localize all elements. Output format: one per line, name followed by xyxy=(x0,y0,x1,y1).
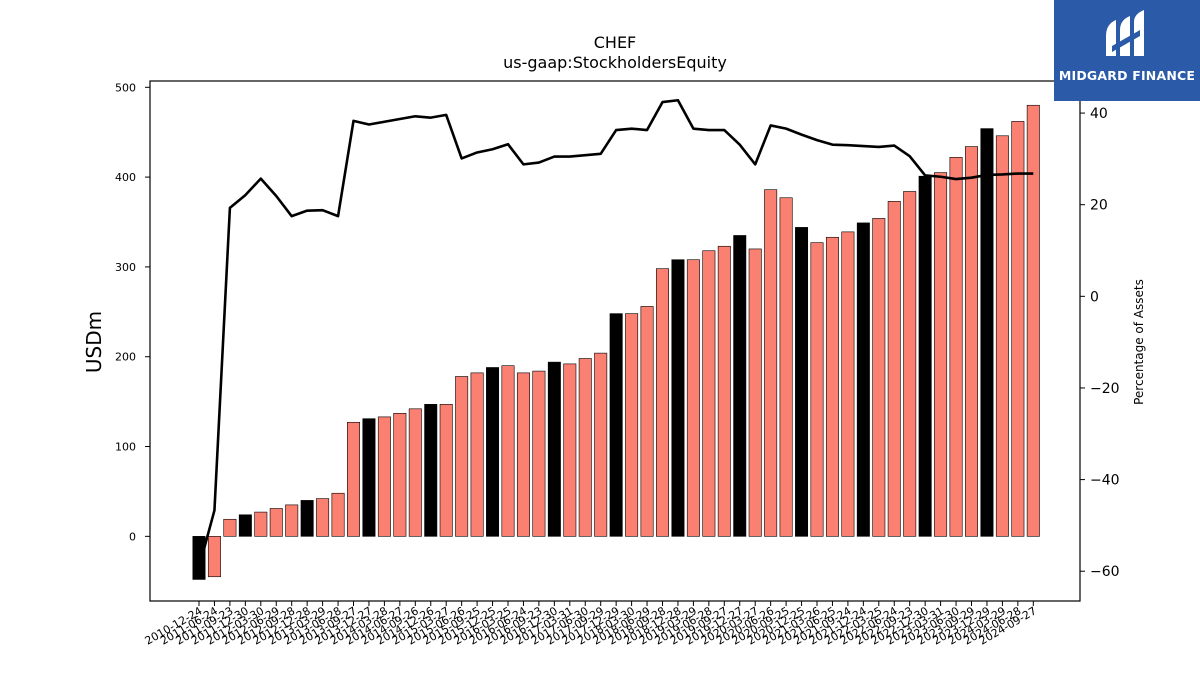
bar xyxy=(532,370,546,537)
bar xyxy=(455,376,469,537)
bar xyxy=(810,242,824,537)
y2-axis-label: Percentage of Assets xyxy=(1132,279,1146,405)
bar xyxy=(795,227,809,537)
bar xyxy=(377,416,391,537)
bar xyxy=(825,236,839,537)
bar xyxy=(254,511,268,537)
bar xyxy=(192,536,206,580)
bar xyxy=(887,201,901,537)
y2-tick-label: 0 xyxy=(1090,289,1099,305)
bar xyxy=(686,259,700,537)
bar xyxy=(1026,104,1040,537)
bar xyxy=(779,197,793,537)
bar xyxy=(918,175,932,537)
chart-subtitle: us-gaap:StockholdersEquity xyxy=(503,53,727,72)
bar xyxy=(238,514,252,537)
bar xyxy=(578,358,592,537)
chart-title: CHEF xyxy=(594,33,637,52)
bar xyxy=(980,128,994,537)
y-tick-label: 400 xyxy=(115,171,136,184)
y2-tick-label: 20 xyxy=(1090,198,1108,214)
bar xyxy=(439,404,453,537)
bar xyxy=(625,313,639,537)
bar xyxy=(995,135,1009,537)
bar xyxy=(733,235,747,537)
bar xyxy=(934,172,948,537)
bar xyxy=(408,408,422,537)
bar xyxy=(671,259,685,537)
bar xyxy=(965,146,978,537)
y-tick-label: 500 xyxy=(115,81,136,94)
bar xyxy=(594,352,608,537)
bar xyxy=(223,518,237,537)
y-tick-label: 100 xyxy=(115,441,136,454)
bar xyxy=(486,367,500,537)
bar xyxy=(656,268,669,537)
bar xyxy=(856,222,870,537)
y-tick-label: 0 xyxy=(129,530,136,543)
bar xyxy=(470,372,484,537)
bar xyxy=(547,361,561,537)
bar xyxy=(702,250,716,537)
bar xyxy=(347,421,360,537)
y2-tick-label: −20 xyxy=(1090,381,1120,397)
bar xyxy=(300,500,314,537)
y2-tick-label: −40 xyxy=(1090,473,1120,489)
plot-frame xyxy=(149,80,1081,602)
series-line xyxy=(197,98,1034,568)
bar xyxy=(903,191,917,537)
y2-tick-label: −60 xyxy=(1090,564,1120,580)
y2-tick-label: 40 xyxy=(1090,106,1108,122)
bar xyxy=(748,248,762,537)
bar xyxy=(316,498,330,537)
bar xyxy=(424,404,438,537)
logo-mark-icon xyxy=(1106,10,1144,56)
bar xyxy=(609,313,623,537)
y-tick-label: 300 xyxy=(115,261,136,274)
y-axis-label: USDm xyxy=(82,311,106,373)
bar xyxy=(841,231,855,537)
bar xyxy=(362,418,376,537)
y-tick-label: 200 xyxy=(115,351,136,364)
bar xyxy=(269,508,283,537)
bar xyxy=(331,492,345,537)
bar xyxy=(764,189,778,537)
logo-text: MIDGARD FINANCE xyxy=(1058,68,1196,83)
bar xyxy=(872,218,886,537)
bar xyxy=(563,363,577,537)
bar xyxy=(393,412,407,537)
bar xyxy=(1011,121,1025,537)
bar xyxy=(949,157,963,537)
bar xyxy=(640,306,654,537)
bar xyxy=(717,245,731,537)
bar xyxy=(501,365,515,537)
bar xyxy=(285,504,299,537)
bar xyxy=(207,536,221,578)
bar xyxy=(516,372,530,537)
midgard-finance-logo: MIDGARD FINANCE xyxy=(1054,0,1200,101)
